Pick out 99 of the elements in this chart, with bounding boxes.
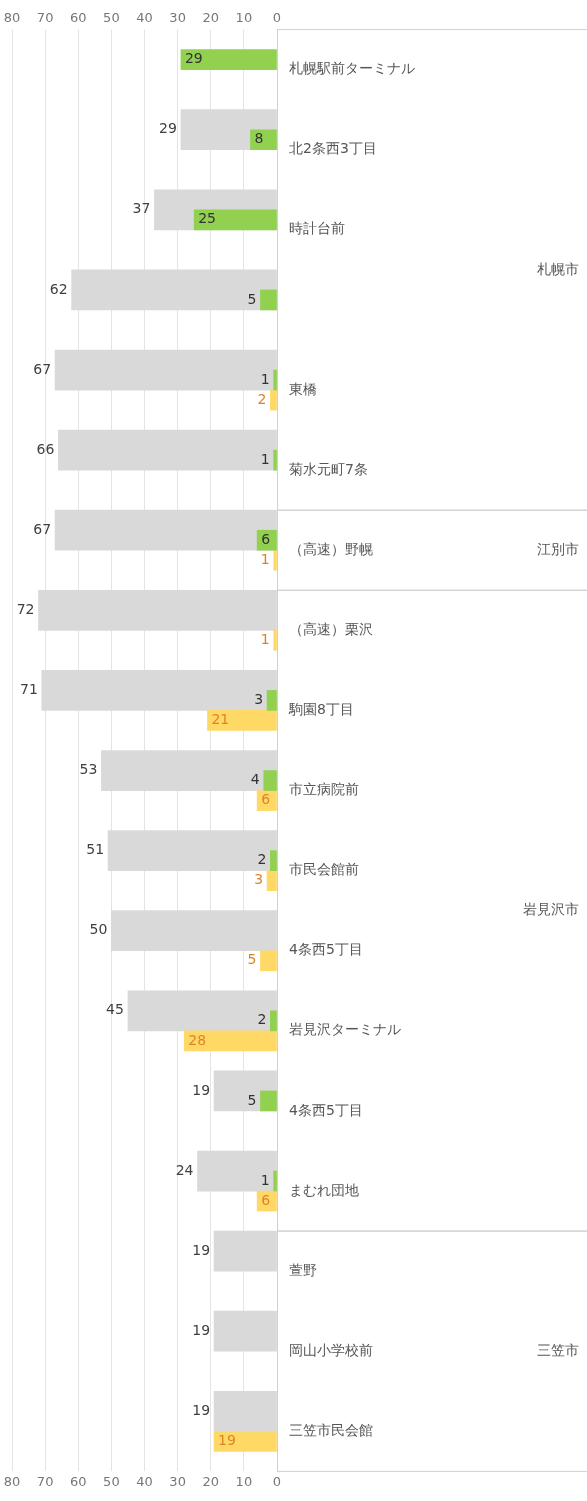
data-label: 1: [260, 1171, 270, 1188]
y-tick-label: 札幌駅前ターミナル: [289, 60, 415, 77]
y-tick-label: まむれ団地: [289, 1181, 359, 1198]
data-label: 19: [192, 1401, 211, 1418]
data-label: 2: [257, 851, 267, 868]
data-label: 50: [89, 921, 108, 938]
bar: [260, 289, 277, 311]
data-label: 6: [261, 791, 271, 808]
y-tick-label: 三笠市民会館: [289, 1421, 373, 1438]
data-label: 67: [33, 520, 52, 537]
bar: [260, 950, 277, 972]
y-tick-label: （高速）野幌: [289, 540, 373, 557]
y-tick-label: 市民会館前: [289, 861, 359, 878]
y-tick-label: 時計台前: [289, 220, 345, 237]
data-label: 29: [184, 50, 203, 67]
data-label: 4: [250, 771, 260, 788]
data-label: 1: [260, 631, 270, 647]
data-label: 71: [19, 681, 38, 698]
x-tick-label: 50: [103, 10, 120, 26]
data-label: 28: [188, 1031, 207, 1048]
data-label: 1: [260, 450, 270, 467]
x-tick-label: 80: [3, 10, 21, 26]
data-label: 53: [79, 761, 98, 778]
bar: [266, 690, 277, 711]
x2-tick-label: 20: [202, 1473, 220, 1489]
bar: [270, 850, 277, 871]
bar: [207, 710, 277, 731]
data-label: 19: [192, 1321, 211, 1338]
y-tick-label: 菊水元町7条: [289, 460, 368, 477]
bar: [273, 630, 277, 651]
data-label: 5: [247, 1091, 257, 1108]
x2-tick-label: 70: [36, 1473, 54, 1489]
bar: [273, 1170, 277, 1192]
data-label: 24: [175, 1161, 194, 1178]
bar: [273, 549, 277, 571]
text: 札幌市: [537, 260, 579, 277]
y-tick-label: 北2条西3丁目: [289, 140, 377, 157]
bar: [193, 209, 277, 231]
y-tick-label: 萱野: [289, 1261, 317, 1278]
data-label: 67: [33, 360, 52, 377]
bar: [270, 389, 277, 411]
text: 三笠市: [537, 1341, 579, 1358]
bar: [250, 129, 277, 151]
data-label: 1: [260, 370, 270, 387]
bar: [270, 1010, 277, 1032]
data-label: 6: [261, 530, 271, 547]
data-label: 3: [254, 871, 264, 888]
x-tick-label: 0: [272, 10, 282, 26]
data-label: 19: [192, 1081, 211, 1098]
data-label: 19: [218, 1432, 236, 1448]
x-tick-label: 30: [169, 10, 186, 26]
data-label: 1: [260, 550, 270, 567]
data-label: 29: [159, 120, 177, 137]
data-label: 72: [16, 600, 35, 617]
x2-tick-label: 0: [272, 1473, 282, 1489]
y-tick-label: 市立病院前: [289, 781, 359, 798]
x-tick-label: 10: [235, 10, 253, 26]
x2-tick-label: 80: [3, 1473, 21, 1489]
text: 岩見沢市: [523, 901, 579, 918]
x-tick-label: 40: [136, 10, 153, 26]
data-label: 5: [247, 290, 257, 307]
y-tick-label: （高速）栗沢: [289, 620, 373, 637]
x-tick-label: 60: [69, 10, 87, 26]
data-label: 45: [106, 1001, 124, 1018]
data-label: 21: [211, 711, 230, 728]
y-tick-label: 駒園8丁目: [288, 701, 354, 718]
y-tick-label: 岡山小学校前: [289, 1341, 373, 1358]
bar: [183, 1030, 277, 1052]
y-tick-label: 4条西5丁目: [289, 1101, 363, 1118]
bar: [260, 1090, 277, 1112]
x2-tick-label: 40: [136, 1473, 153, 1489]
data-label: 19: [192, 1241, 211, 1258]
x2-tick-label: 10: [235, 1473, 253, 1489]
x-tick-label: 20: [202, 10, 220, 26]
data-label: 2: [257, 390, 267, 407]
data-label: 37: [132, 200, 151, 217]
data-label: 5: [247, 951, 257, 968]
x2-tick-label: 60: [69, 1473, 87, 1489]
bar: [180, 49, 277, 70]
y-tick-label: 東橋: [289, 380, 317, 397]
bar: [273, 369, 277, 391]
x2-tick-label: 50: [103, 1473, 120, 1489]
y-tick-label: 4条西5丁目: [289, 941, 363, 958]
text: 江別市: [537, 540, 579, 557]
x-tick-label: 70: [36, 10, 54, 26]
data-label: 66: [36, 440, 55, 457]
y-tick-label: 岩見沢ターミナル: [289, 1021, 401, 1038]
data-label: 3: [254, 691, 264, 708]
bar: [263, 770, 277, 791]
bar: [266, 870, 277, 892]
data-label: 25: [198, 210, 217, 227]
x2-tick-label: 30: [169, 1473, 186, 1489]
bar: [273, 449, 277, 471]
data-label: 62: [49, 280, 68, 297]
data-label: 51: [86, 841, 105, 858]
data-label: 2: [257, 1011, 267, 1028]
data-label: 6: [261, 1191, 271, 1208]
bar: [213, 1431, 277, 1452]
data-label: 8: [254, 130, 264, 147]
